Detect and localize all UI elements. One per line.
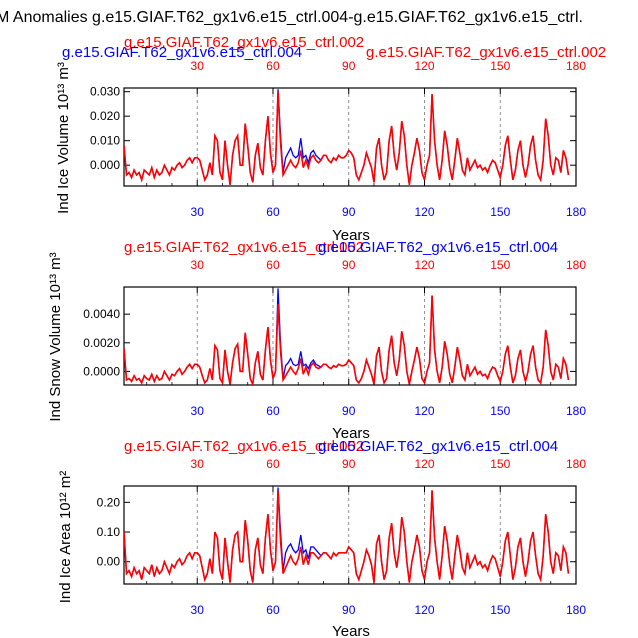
series-line-control: [124, 490, 570, 583]
x-tick-label-top: 60: [266, 457, 280, 471]
panel-snow-volume: g.e15.GIAF.T62_gx1v6.e15_ctrl.002 g.e15.…: [47, 239, 586, 442]
x-tick-label-top: 30: [191, 59, 205, 73]
control-label-right: g.e15.GIAF.T62_gx1v6.e15_ctrl.002: [366, 44, 606, 61]
x-tick-label: 120: [414, 205, 434, 219]
y-tick-label: 0.10: [97, 525, 121, 539]
x-tick-label: 60: [266, 404, 280, 418]
y-tick-label: 0.030: [90, 85, 120, 99]
x-tick-label: 150: [490, 404, 510, 418]
y-tick-label: 0.010: [90, 134, 120, 148]
x-tick-label-top: 60: [266, 59, 280, 73]
x-tick-label-top: 150: [490, 59, 510, 73]
plot-frame: [123, 87, 577, 187]
y-tick-label: 0.00: [97, 555, 121, 569]
panel-ice-volume: g.e15.GIAF.T62_gx1v6.e15_ctrl.004 g.e15.…: [55, 34, 606, 244]
figure-title: M Anomalies g.e15.GIAF.T62_gx1v6.e15_ctr…: [0, 9, 583, 26]
x-tick-label-top: 180: [566, 59, 586, 73]
x-tick-label: 150: [490, 205, 510, 219]
x-tick-label-top: 120: [414, 258, 434, 272]
x-axis-label: Years: [332, 623, 370, 638]
y-tick-label: 0.20: [97, 495, 121, 509]
x-tick-label-top: 120: [414, 457, 434, 471]
x-tick-label: 90: [342, 603, 356, 617]
y-axis-label: Ind Snow Volume 10¹³ m³: [47, 252, 64, 421]
y-tick-label: 0.0040: [83, 307, 120, 321]
case-label: g.e15.GIAF.T62_gx1v6.e15_ctrl.004: [318, 239, 558, 256]
x-tick-label-top: 90: [342, 457, 356, 471]
x-tick-label: 60: [266, 603, 280, 617]
case-label: g.e15.GIAF.T62_gx1v6.e15_ctrl.004: [62, 44, 302, 61]
plot-frame: [123, 286, 577, 386]
y-axis-label: Ind Ice Area 10¹² m²: [57, 471, 74, 604]
x-tick-label: 150: [490, 603, 510, 617]
x-tick-label: 120: [414, 603, 434, 617]
series-line-case: [124, 288, 570, 385]
x-tick-label: 180: [566, 404, 586, 418]
x-tick-label-top: 30: [191, 258, 205, 272]
series-line-control: [124, 295, 570, 385]
control-label: g.e15.GIAF.T62_gx1v6.e15_ctrl.002: [124, 438, 364, 455]
x-axis-label: Years: [332, 227, 370, 244]
case-label: g.e15.GIAF.T62_gx1v6.e15_ctrl.004: [318, 438, 558, 455]
series-line-control: [124, 91, 570, 185]
x-tick-label-top: 150: [490, 457, 510, 471]
y-axis-label: Ind Ice Volume 10¹³ m³: [55, 62, 72, 214]
x-tick-label-top: 90: [342, 258, 356, 272]
x-tick-label: 90: [342, 205, 356, 219]
y-tick-label: 0.000: [90, 158, 120, 172]
x-tick-label-top: 120: [414, 59, 434, 73]
x-tick-label: 90: [342, 404, 356, 418]
y-tick-label: 0.0000: [83, 364, 120, 378]
x-tick-label: 180: [566, 603, 586, 617]
control-label: g.e15.GIAF.T62_gx1v6.e15_ctrl.002: [124, 239, 364, 256]
x-tick-label-top: 60: [266, 258, 280, 272]
x-axis-label: Years: [332, 425, 370, 442]
x-tick-label-top: 90: [342, 59, 356, 73]
x-tick-label: 120: [414, 404, 434, 418]
x-tick-label-top: 30: [191, 457, 205, 471]
x-tick-label: 30: [191, 404, 205, 418]
y-tick-label: 0.020: [90, 109, 120, 123]
control-label: g.e15.GIAF.T62_gx1v6.e15_ctrl.002: [124, 34, 364, 51]
x-tick-label-top: 150: [490, 258, 510, 272]
x-tick-label-top: 180: [566, 258, 586, 272]
panel-ice-area: g.e15.GIAF.T62_gx1v6.e15_ctrl.002 g.e15.…: [57, 438, 586, 638]
x-tick-label-top: 180: [566, 457, 586, 471]
x-tick-label: 30: [191, 205, 205, 219]
y-tick-label: 0.0020: [83, 336, 120, 350]
x-tick-label: 30: [191, 603, 205, 617]
x-tick-label: 60: [266, 205, 280, 219]
x-tick-label: 180: [566, 205, 586, 219]
